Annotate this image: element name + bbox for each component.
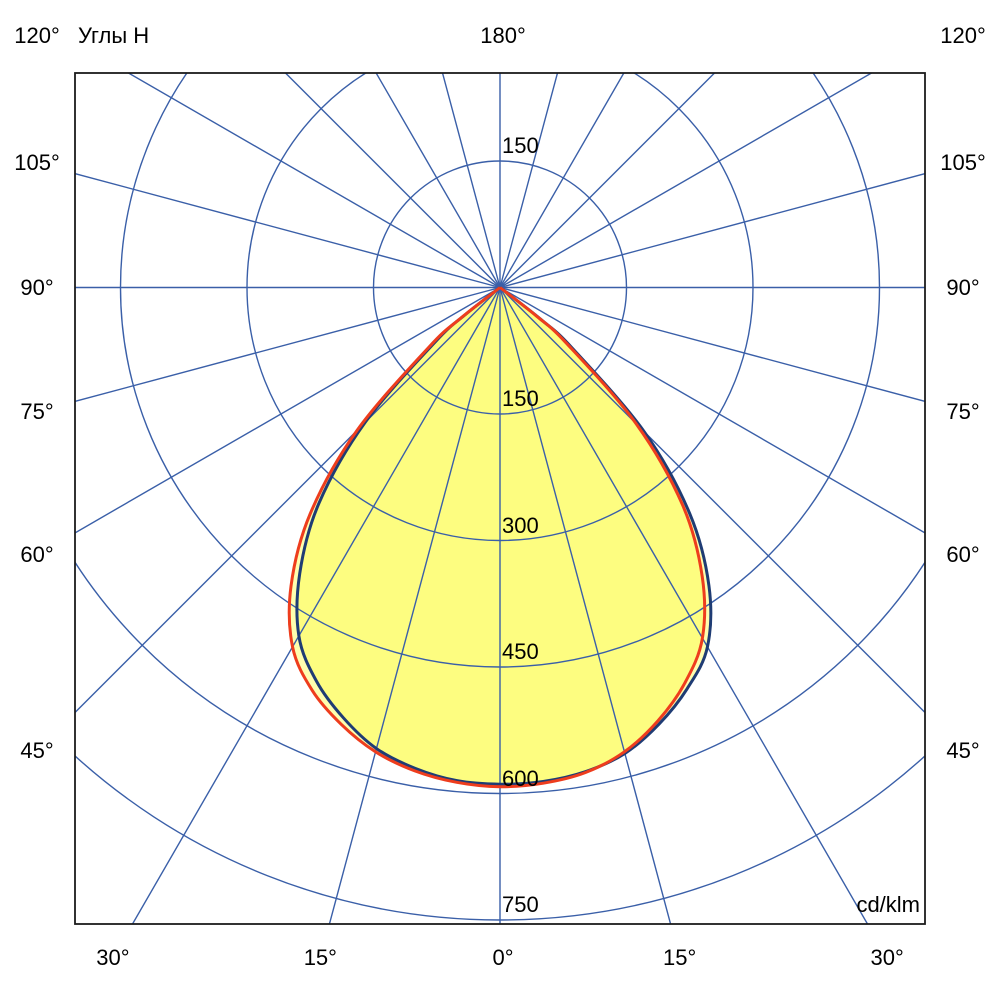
angle-label-left-120: 120° xyxy=(14,23,60,48)
angle-label-left-105: 105° xyxy=(14,150,60,176)
grid-radial-165 xyxy=(499,73,559,288)
grid-radial-120 xyxy=(499,73,873,289)
grid-radial-225 xyxy=(284,73,501,288)
grid-radial-15 xyxy=(499,287,672,924)
grid-radial-195 xyxy=(441,73,501,288)
angle-label-right-105: 105° xyxy=(940,150,986,176)
angle-label-bottom--30: 30° xyxy=(96,945,130,970)
ring-label-750: 750 xyxy=(502,892,539,917)
grid-radial-210 xyxy=(375,73,501,288)
ring-label-600: 600 xyxy=(502,765,539,791)
red-curve xyxy=(287,286,707,789)
angle-label-right-60: 60° xyxy=(946,541,980,567)
grid-radial-45 xyxy=(499,287,925,714)
grid-radial-240 xyxy=(127,73,501,289)
angle-label-bottom-15: 15° xyxy=(663,945,697,970)
unit-label: cd/klm xyxy=(856,892,920,917)
grid-radial-300 xyxy=(75,286,501,534)
grid-radial-330 xyxy=(131,287,501,924)
plot-frame xyxy=(74,72,926,925)
grid-radial-345 xyxy=(328,287,501,924)
angle-label-right-75: 75° xyxy=(946,398,980,424)
grid-radial-150 xyxy=(499,73,625,288)
grid-radial-30 xyxy=(499,287,869,924)
ring-label-300: 300 xyxy=(502,512,539,538)
chart-title: Углы H xyxy=(78,23,150,48)
angle-label-left-90: 90° xyxy=(20,274,54,300)
grid-radial-255 xyxy=(75,172,501,289)
grid-radial-285 xyxy=(75,286,501,403)
angle-label-right-90: 90° xyxy=(946,274,980,300)
angle-label-bottom-0: 0° xyxy=(492,945,514,970)
angle-label-left-45: 45° xyxy=(20,737,54,763)
grid-radial-60 xyxy=(499,286,925,534)
ring-label-450: 450 xyxy=(502,639,539,664)
angle-label-left-75: 75° xyxy=(20,398,54,424)
grid-radial-135 xyxy=(499,73,716,288)
angle-label-right-120: 120° xyxy=(940,23,986,48)
ring-label-top-150: 150 xyxy=(502,133,539,158)
angle-label-left-60: 60° xyxy=(20,541,54,567)
grid-radial-75 xyxy=(499,286,925,403)
angle-label-top-180: 180° xyxy=(480,23,526,48)
ring-label-150: 150 xyxy=(502,386,539,411)
blue-curve xyxy=(295,286,713,786)
grid-radial-105 xyxy=(499,172,925,289)
angle-label-bottom-30: 30° xyxy=(870,945,904,970)
angle-label-bottom--15: 15° xyxy=(303,945,337,970)
grid-radial-315 xyxy=(75,287,501,714)
angle-label-right-45: 45° xyxy=(946,737,980,763)
